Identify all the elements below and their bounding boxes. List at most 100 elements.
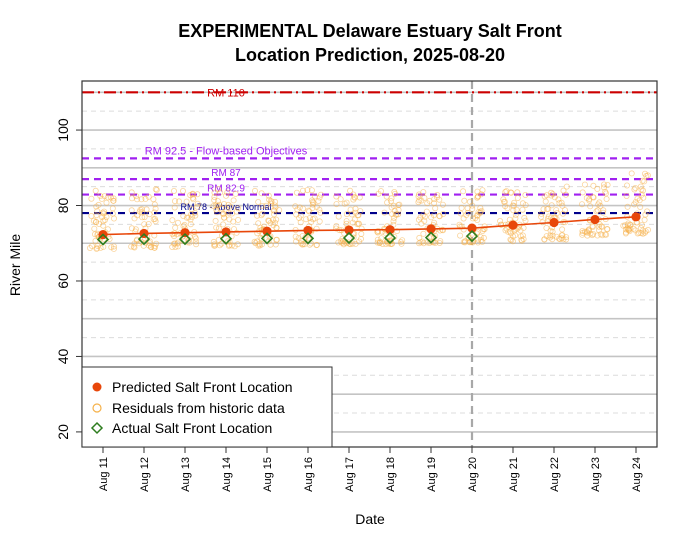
- residual-point: [581, 181, 588, 188]
- residual-point: [93, 245, 100, 252]
- residual-point: [171, 204, 178, 211]
- residual-point: [88, 212, 95, 219]
- residual-point: [347, 187, 354, 194]
- residual-point: [217, 189, 224, 196]
- predicted-salt-front-point: [426, 224, 436, 234]
- residual-point: [91, 225, 98, 232]
- residual-point: [357, 235, 364, 242]
- residual-point: [603, 190, 610, 197]
- residual-point: [350, 234, 357, 241]
- x-tick-label: Aug 18: [385, 457, 397, 492]
- residual-point: [292, 238, 299, 245]
- residual-point: [626, 228, 633, 235]
- residual-point: [174, 240, 181, 247]
- residual-point: [641, 216, 648, 223]
- residual-point: [179, 187, 186, 194]
- residual-point: [381, 209, 388, 216]
- residual-point: [627, 221, 634, 228]
- residual-point: [171, 240, 178, 247]
- predicted-salt-front-point: [221, 227, 231, 237]
- residual-point: [141, 221, 148, 228]
- residual-point: [128, 189, 135, 196]
- residual-point: [213, 209, 220, 216]
- residual-point: [507, 230, 514, 237]
- y-tick-label: 20: [55, 424, 71, 440]
- residual-point: [436, 212, 443, 219]
- actual-salt-front-point: [96, 233, 110, 246]
- residual-point: [93, 212, 100, 219]
- residual-point: [624, 182, 631, 189]
- residual-point: [170, 187, 177, 194]
- residual-point: [141, 214, 148, 221]
- residual-point: [194, 203, 201, 210]
- residual-point: [192, 212, 199, 219]
- residual-point: [150, 216, 157, 223]
- residual-point: [541, 193, 548, 200]
- residual-point: [145, 220, 152, 227]
- residual-point: [299, 187, 306, 194]
- residual-point: [480, 234, 487, 241]
- reference-line-label: RM 92.5 - Flow-based Objectives: [145, 145, 308, 157]
- residual-point: [110, 197, 117, 204]
- residual-point: [258, 190, 265, 197]
- residual-point: [508, 236, 515, 243]
- x-tick-label: Aug 16: [303, 457, 315, 492]
- residual-point: [461, 197, 468, 204]
- residual-point: [224, 189, 231, 196]
- residual-point: [142, 195, 149, 202]
- residual-point: [506, 228, 513, 235]
- residual-point: [478, 207, 485, 214]
- x-tick-label: Aug 11: [98, 457, 110, 491]
- residual-point: [521, 214, 528, 221]
- residual-point: [638, 230, 645, 237]
- residual-point: [88, 195, 95, 202]
- residual-point: [399, 237, 406, 244]
- residual-point: [355, 220, 362, 227]
- residual-point: [457, 232, 464, 239]
- residual-point: [547, 232, 554, 239]
- residual-point: [594, 207, 601, 214]
- residual-point: [508, 189, 515, 196]
- residual-point: [194, 200, 201, 207]
- residual-point: [558, 199, 565, 206]
- residual-point: [92, 187, 99, 194]
- residual-point: [586, 226, 593, 233]
- residual-point: [308, 187, 315, 194]
- y-tick-label: 60: [55, 273, 71, 289]
- residual-point: [271, 207, 278, 214]
- residual-point: [138, 196, 145, 203]
- residual-point: [437, 238, 444, 245]
- residual-point: [298, 240, 305, 247]
- residual-point: [544, 206, 551, 213]
- chart-title-line-1: EXPERIMENTAL Delaware Estuary Salt Front: [178, 21, 561, 41]
- actual-salt-front-point: [342, 231, 356, 245]
- residual-point: [596, 227, 603, 234]
- residual-point: [343, 199, 350, 206]
- residual-point: [255, 198, 262, 205]
- residual-point: [222, 192, 229, 199]
- residual-point: [233, 229, 240, 236]
- residual-point: [317, 191, 324, 198]
- legend-entry-label: Residuals from historic data: [112, 400, 285, 416]
- residual-point: [211, 193, 218, 200]
- residual-point: [108, 244, 115, 251]
- residual-point: [220, 200, 227, 207]
- residual-point: [604, 181, 611, 188]
- residual-point: [305, 234, 312, 241]
- residual-point: [632, 184, 639, 191]
- residual-point: [128, 207, 135, 214]
- residual-point: [191, 209, 198, 216]
- residual-point: [343, 218, 350, 225]
- residual-point: [96, 220, 103, 227]
- residual-point: [520, 236, 527, 243]
- residual-point: [460, 188, 467, 195]
- residual-point: [181, 221, 188, 228]
- residual-point: [265, 192, 272, 199]
- residual-point: [210, 203, 217, 210]
- residual-point: [232, 190, 239, 197]
- residual-point: [601, 181, 608, 188]
- residual-point: [174, 219, 181, 226]
- residual-point: [548, 189, 555, 196]
- residual-point: [146, 240, 153, 247]
